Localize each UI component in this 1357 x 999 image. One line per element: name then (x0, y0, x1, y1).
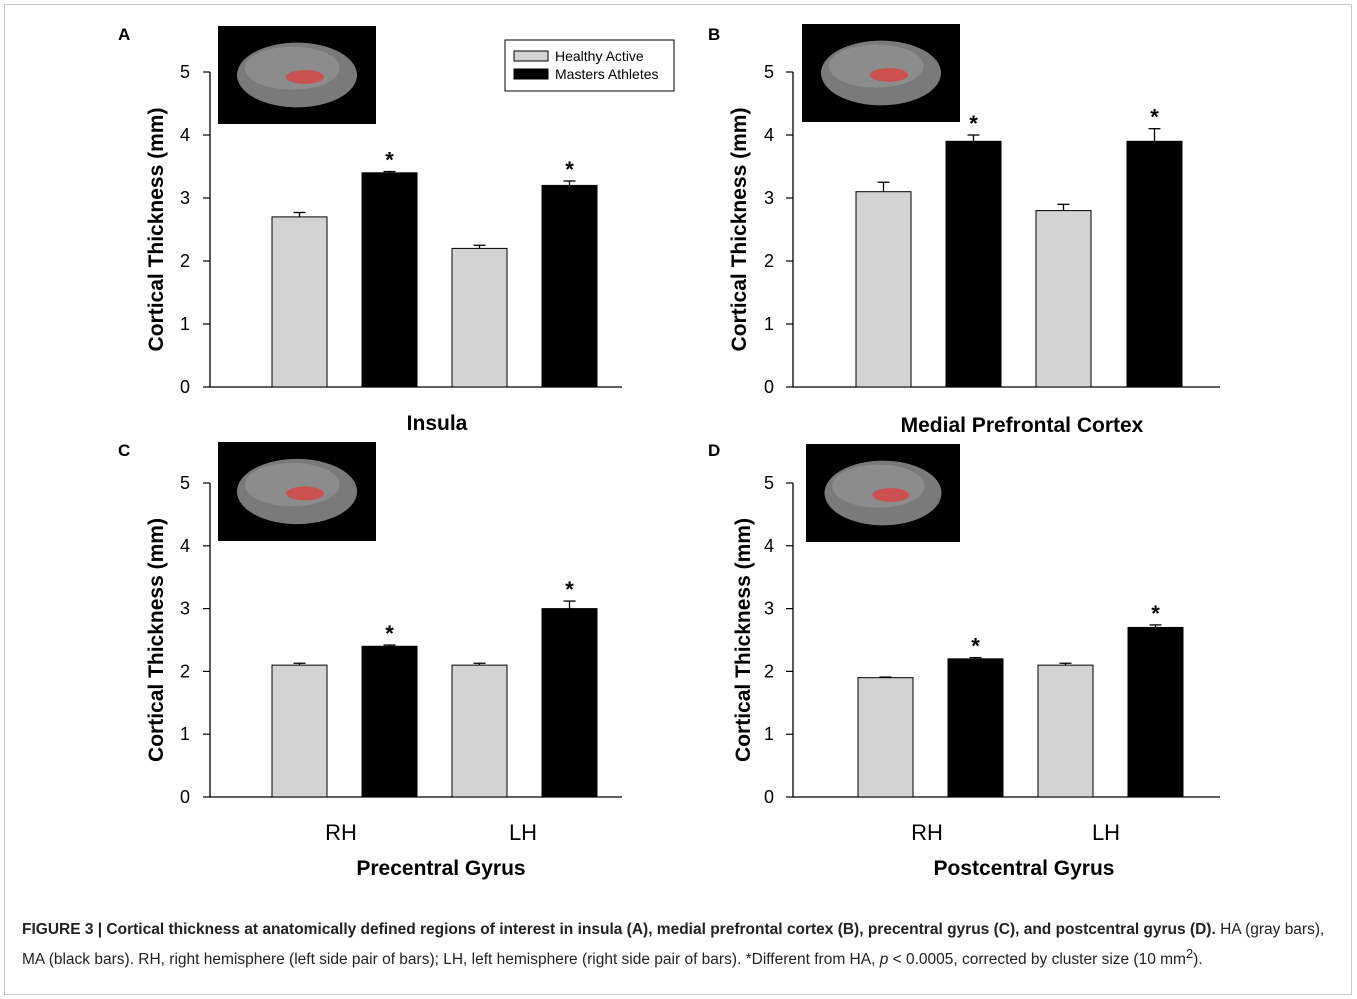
brain-inset-cortex-highlight (244, 46, 340, 90)
legend-swatch-masters-athletes (513, 68, 549, 80)
caption-bold: FIGURE 3 | Cortical thickness at anatomi… (22, 921, 1216, 938)
panel-letter: D (708, 441, 720, 460)
y-tick-label: 3 (764, 599, 774, 619)
x-axis-label: Postcentral Gyrus (934, 857, 1115, 880)
brain-inset-roi (285, 70, 324, 84)
caption-text-1: HA (gray bars), MA (black bars). RH, rig… (22, 921, 1325, 969)
y-tick-label: 0 (764, 787, 774, 807)
panel-letter: C (118, 441, 130, 460)
category-label: RH (325, 820, 357, 845)
y-tick-label: 0 (180, 377, 190, 397)
x-axis-label: Insula (407, 412, 468, 435)
y-axis-label: Cortical Thickness (mm) (732, 518, 755, 762)
x-axis-label: Precentral Gyrus (356, 857, 525, 880)
category-label: LH (1092, 820, 1120, 845)
caption-p: p (879, 951, 889, 969)
caption-text-3: ). (1193, 951, 1203, 969)
y-tick-label: 1 (180, 314, 190, 334)
y-axis-label: Cortical Thickness (mm) (145, 108, 168, 352)
brain-inset-roi (869, 68, 908, 82)
y-tick-label: 2 (180, 661, 190, 681)
bar-healthy-active (271, 216, 328, 388)
significance-star: * (565, 157, 574, 182)
y-tick-label: 1 (180, 724, 190, 744)
y-tick-label: 2 (764, 661, 774, 681)
x-axis-label: Medial Prefrontal Cortex (901, 414, 1144, 437)
brain-inset-cortex-highlight (832, 464, 925, 508)
caption-sup: 2 (1185, 946, 1194, 961)
significance-star: * (1150, 105, 1159, 130)
legend-box (504, 39, 675, 92)
y-tick-label: 5 (180, 473, 190, 493)
bar-masters-athletes (1126, 140, 1183, 388)
brain-inset-cortex-highlight (244, 462, 340, 507)
bar-masters-athletes (361, 172, 418, 388)
y-tick-label: 4 (764, 125, 774, 145)
brain-inset-roi (285, 486, 324, 501)
significance-star: * (971, 634, 980, 659)
figure-caption: FIGURE 3 | Cortical thickness at anatomi… (22, 918, 1332, 972)
y-tick-label: 4 (764, 536, 774, 556)
figure-panels: A 0 1 2 3 4 5 Cortical Thickness (mm) Insula * * B… (118, 24, 1220, 880)
bar-healthy-active (1035, 210, 1092, 388)
bar-masters-athletes (541, 608, 598, 798)
significance-star: * (385, 148, 394, 173)
y-tick-label: 1 (764, 314, 774, 334)
y-tick-label: 3 (180, 188, 190, 208)
panel-letter: B (708, 25, 720, 44)
y-tick-label: 5 (764, 62, 774, 82)
y-tick-label: 3 (764, 188, 774, 208)
bar-healthy-active (1037, 664, 1094, 798)
y-tick-label: 2 (764, 251, 774, 271)
significance-star: * (385, 621, 394, 646)
y-tick-label: 4 (180, 125, 190, 145)
y-tick-label: 2 (180, 251, 190, 271)
bar-masters-athletes (945, 140, 1002, 388)
panel-d: D 0 1 2 3 4 5 Cortical Thickness (mm) Postcentra… (708, 441, 1220, 880)
y-axis-label: Cortical Thickness (mm) (728, 108, 751, 352)
y-tick-label: 1 (764, 724, 774, 744)
bar-healthy-active (451, 664, 508, 798)
bar-healthy-active (271, 664, 328, 798)
panel-a: A 0 1 2 3 4 5 Cortical Thickness (mm) Insula * * (118, 25, 622, 435)
y-tick-label: 5 (764, 473, 774, 493)
category-label: RH (911, 820, 943, 845)
bar-masters-athletes (947, 658, 1004, 798)
y-tick-label: 4 (180, 536, 190, 556)
category-label: LH (509, 820, 537, 845)
y-axis-label: Cortical Thickness (mm) (145, 518, 168, 762)
significance-star: * (969, 111, 978, 136)
bar-masters-athletes (361, 645, 418, 798)
legend-swatch-healthy-active (513, 50, 549, 62)
bar-masters-athletes (541, 184, 598, 388)
caption-text-2: < 0.0005, corrected by cluster size (10 … (888, 951, 1186, 969)
y-tick-label: 0 (180, 787, 190, 807)
y-tick-label: 3 (180, 599, 190, 619)
significance-star: * (565, 577, 574, 602)
bar-healthy-active (857, 677, 914, 798)
y-tick-label: 0 (764, 377, 774, 397)
bar-masters-athletes (1127, 626, 1184, 798)
bar-healthy-active (855, 191, 912, 388)
panel-b: B 0 1 2 3 4 5 Cortical Thickness (mm) Medial Pre… (708, 24, 1220, 437)
panel-letter: A (118, 25, 130, 44)
brain-inset-cortex-highlight (828, 44, 924, 88)
legend-label-masters-athletes: Masters Athletes (555, 66, 659, 82)
y-tick-label: 5 (180, 62, 190, 82)
panel-c: C 0 1 2 3 4 5 Cortical Thickness (mm) Precentral… (118, 441, 622, 880)
legend: Healthy Active Masters Athletes (504, 39, 675, 92)
brain-inset-roi (872, 488, 910, 502)
figure-frame (4, 4, 1352, 995)
legend-label-healthy-active: Healthy Active (555, 48, 644, 64)
significance-star: * (1151, 601, 1160, 626)
bar-healthy-active (451, 247, 508, 388)
